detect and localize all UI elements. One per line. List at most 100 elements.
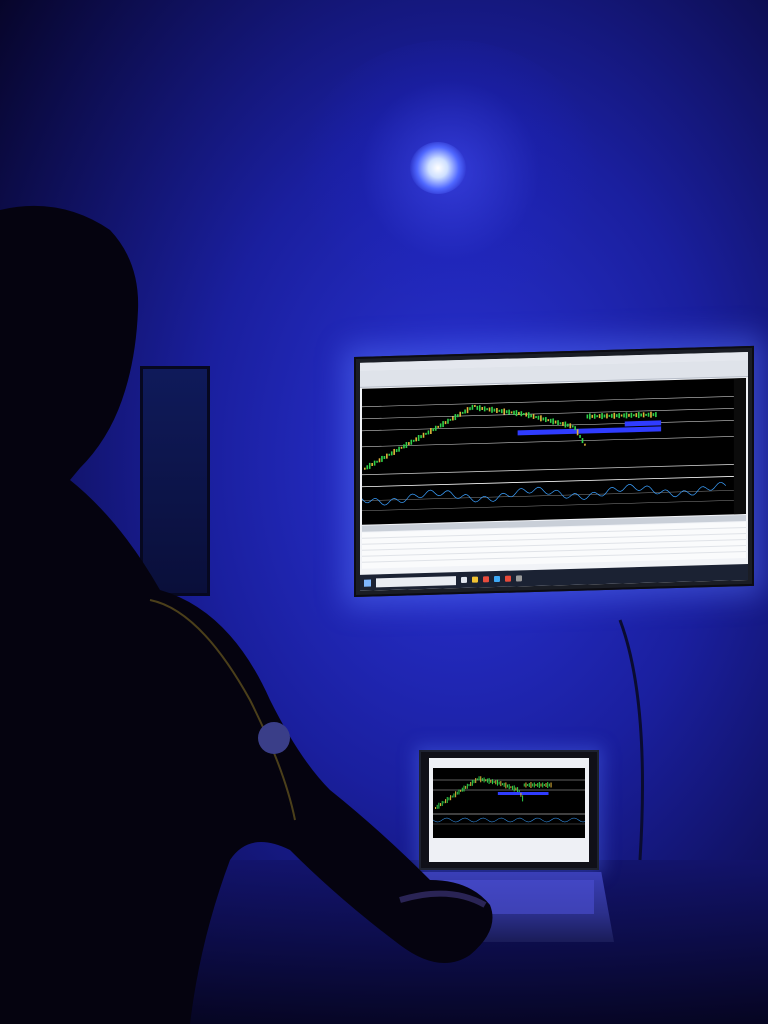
candle [513, 785, 515, 792]
candle [569, 423, 572, 429]
candle [432, 428, 435, 432]
candle [652, 413, 655, 417]
candle [528, 783, 530, 787]
candle [581, 438, 584, 444]
candle [475, 778, 477, 784]
candle [603, 414, 606, 418]
candle [554, 420, 557, 424]
trading-platform-window [360, 351, 748, 591]
candle [520, 411, 523, 417]
candle [618, 413, 620, 419]
candle [512, 785, 514, 790]
candle [505, 782, 507, 789]
candle [533, 782, 535, 788]
candle [540, 415, 542, 422]
candle [386, 453, 388, 459]
candle [598, 414, 601, 419]
candle [398, 446, 400, 452]
candle [452, 416, 454, 421]
candle [642, 412, 645, 418]
candle [620, 414, 623, 417]
candle [437, 425, 440, 428]
candle [527, 412, 530, 419]
candle [476, 778, 478, 781]
candle [532, 783, 534, 787]
app-icon [483, 576, 489, 583]
candle [586, 414, 589, 419]
task-view-icon [461, 576, 467, 584]
candle [548, 783, 550, 787]
candle [456, 414, 459, 418]
candle [364, 467, 366, 470]
candle [655, 412, 657, 418]
candle [542, 782, 544, 788]
candle [455, 791, 457, 798]
candle [446, 796, 448, 803]
candle [443, 801, 445, 804]
candle [463, 785, 465, 792]
candle [439, 423, 442, 428]
candle [447, 418, 449, 424]
candle [486, 408, 488, 411]
candle [515, 787, 517, 791]
candle [611, 413, 613, 418]
candle [459, 411, 462, 417]
candle [417, 434, 420, 442]
candle [589, 413, 591, 420]
candle [496, 779, 498, 786]
candle [645, 413, 647, 416]
candle [527, 784, 529, 786]
candle [436, 804, 438, 809]
candle [483, 777, 485, 783]
candle [518, 790, 520, 793]
candle [542, 417, 545, 421]
laptop-screen [419, 750, 599, 870]
candle [442, 421, 444, 428]
candle [550, 782, 552, 788]
candle [515, 410, 518, 417]
candle [508, 409, 510, 415]
candle [623, 413, 625, 418]
candle [448, 797, 450, 801]
candle [593, 413, 596, 419]
window-frame [140, 366, 210, 596]
candle [412, 439, 415, 442]
price-chart [362, 378, 746, 525]
candle [376, 460, 378, 463]
candle [562, 421, 564, 426]
candle [451, 795, 453, 798]
wall-monitor [354, 345, 754, 597]
candle [591, 414, 594, 418]
candle [471, 779, 473, 786]
candle [574, 426, 576, 431]
candle [518, 411, 520, 415]
candle [496, 407, 498, 414]
candle [393, 448, 395, 455]
candle [564, 421, 567, 428]
candle [525, 782, 527, 788]
laptop-candlestick-chart [433, 776, 585, 825]
candle [478, 776, 480, 781]
candle [543, 784, 545, 786]
candle [505, 410, 508, 414]
candle [435, 807, 437, 809]
candle [488, 777, 490, 784]
candle [547, 782, 549, 788]
candle [405, 441, 408, 449]
candle [547, 419, 550, 422]
candle [557, 420, 559, 426]
candlestick-chart [362, 378, 746, 515]
candle [508, 784, 510, 790]
candle [481, 778, 483, 782]
candle [478, 405, 481, 412]
candle [501, 783, 504, 786]
candle [381, 455, 383, 462]
candle [422, 432, 425, 438]
laptop-keyboard [434, 880, 594, 914]
candle [485, 779, 487, 782]
candle [427, 430, 430, 435]
candle [480, 776, 482, 783]
candle [535, 784, 537, 786]
candle [507, 784, 509, 788]
